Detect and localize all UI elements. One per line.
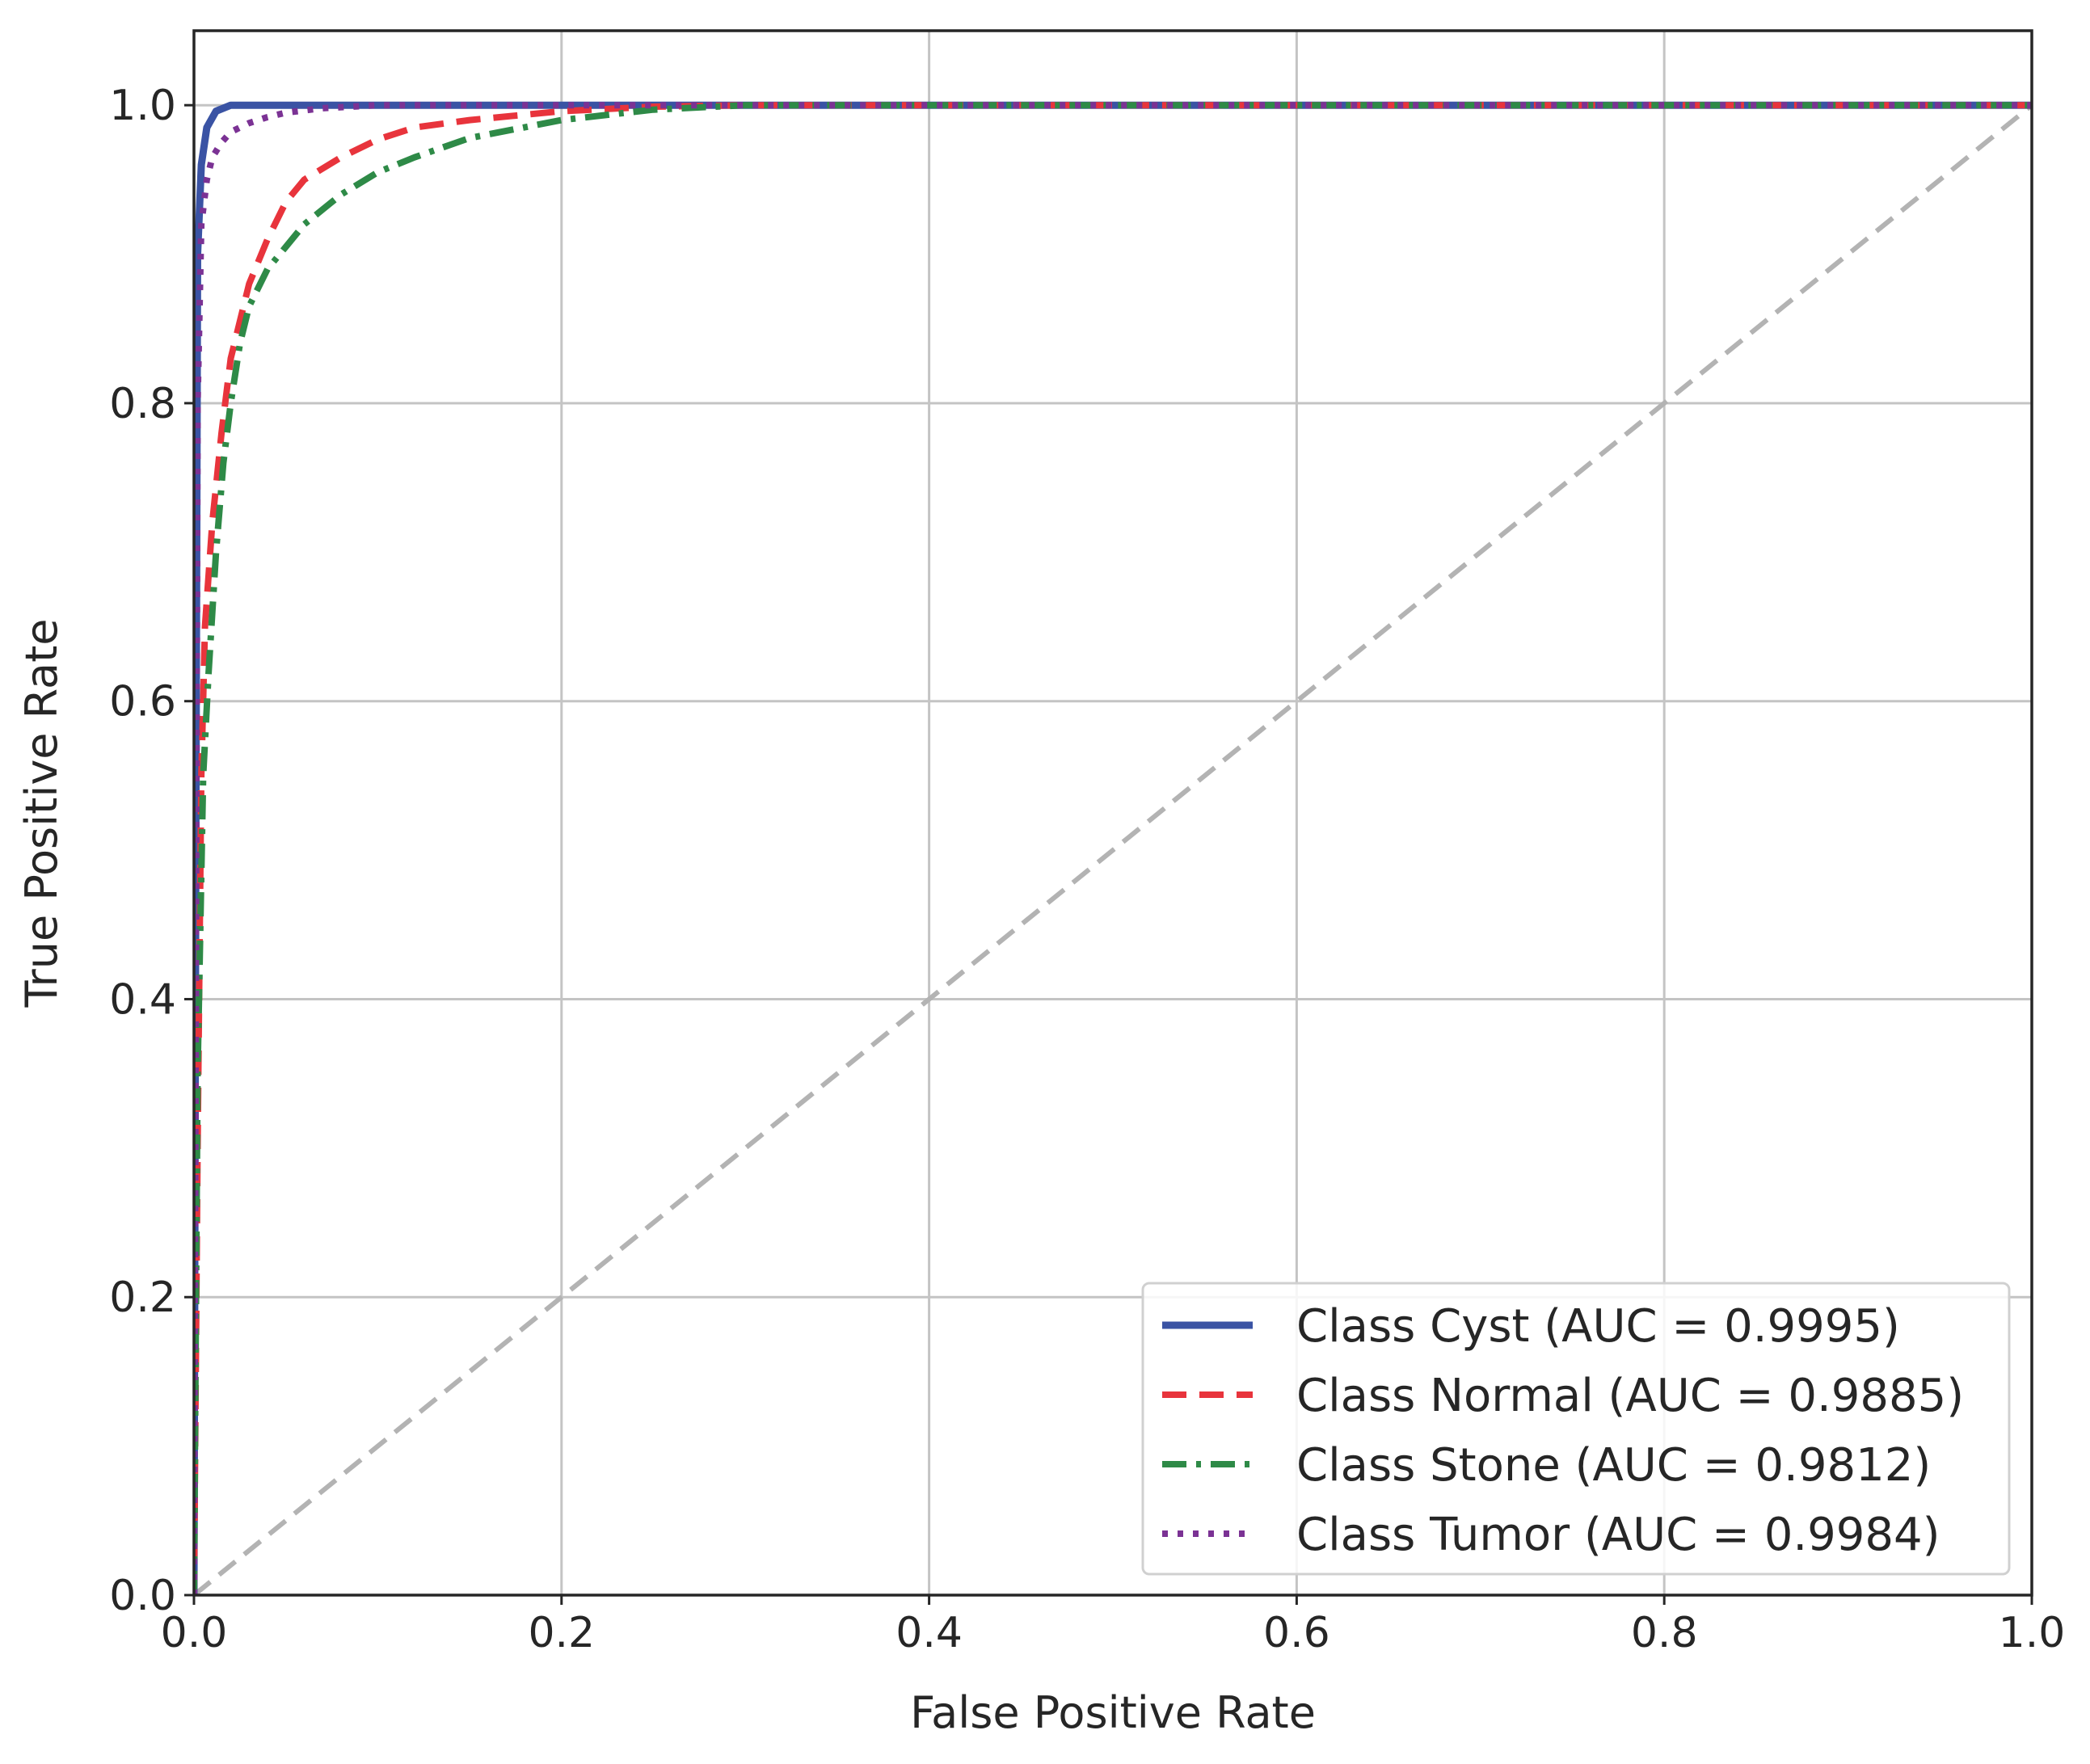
x-tick-label: 1.0: [1999, 1609, 2066, 1657]
roc-curve-0: [194, 101, 2032, 1595]
legend-box: [1141, 1282, 2011, 1576]
y-tick-label: 0.8: [109, 380, 176, 428]
y-tick-label: 0.2: [109, 1274, 176, 1322]
legend-label: Class Tumor (AUC = 0.9984): [1296, 1509, 1940, 1561]
x-tick-label: 0.4: [895, 1609, 963, 1657]
x-tick-label: 0.8: [1631, 1609, 1698, 1657]
roc-curve-1: [194, 102, 2032, 1595]
x-tick-label: 0.6: [1263, 1609, 1330, 1657]
y-axis-title: True Positive Rate: [16, 618, 67, 1008]
plot-frame: [192, 29, 2033, 1597]
y-tick-label: 0.0: [109, 1572, 176, 1620]
legend: Class Cyst (AUC = 0.9995) Class Normal (A…: [1141, 1282, 2011, 1576]
x-tick-label: 0.2: [528, 1609, 595, 1657]
series-group: [194, 101, 2032, 1595]
chance-line-group: [194, 103, 2032, 1595]
y-tick-label: 0.6: [109, 678, 176, 726]
y-tick-label: 0.4: [109, 975, 176, 1024]
y-tick-label: 1.0: [109, 82, 176, 130]
legend-label: Class Cyst (AUC = 0.9995): [1296, 1300, 1900, 1353]
x-tick-label: 0.0: [161, 1609, 228, 1657]
axis-ticks: 0.0 0.2 0.4 0.6 0.8 1.0 0.0 0.2 0.4 0.6 0.8 1.0: [109, 82, 2065, 1657]
x-axis-title: False Positive Rate: [910, 1687, 1316, 1738]
grid-lines: [192, 31, 2033, 1597]
legend-label: Class Normal (AUC = 0.9885): [1296, 1370, 1964, 1422]
legend-label: Class Stone (AUC = 0.9812): [1296, 1439, 1931, 1492]
chance-line: [194, 103, 2032, 1595]
roc-curve-2: [194, 102, 2032, 1595]
